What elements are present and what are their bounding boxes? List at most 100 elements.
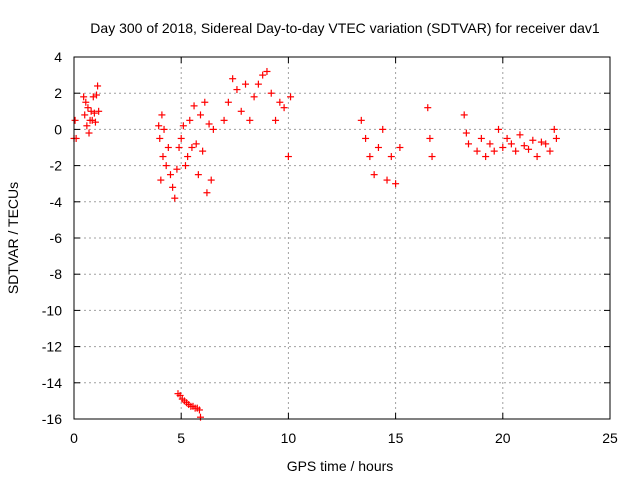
data-point — [529, 136, 537, 144]
data-point — [84, 104, 92, 112]
data-point — [512, 147, 520, 155]
y-tick-label: -16 — [42, 411, 62, 427]
data-point — [157, 176, 165, 184]
data-point — [520, 142, 528, 150]
data-point — [164, 144, 172, 151]
data-point — [533, 153, 541, 161]
data-point — [259, 71, 267, 79]
y-tick-label: -10 — [42, 302, 62, 318]
data-point — [175, 144, 183, 151]
data-point — [287, 93, 295, 101]
data-point — [162, 162, 170, 170]
data-point — [525, 145, 533, 153]
data-point — [490, 147, 498, 155]
data-point — [464, 140, 472, 148]
data-point — [207, 176, 215, 184]
data-point — [177, 134, 185, 142]
data-point — [280, 104, 288, 112]
data-point — [224, 98, 232, 106]
data-point — [276, 98, 284, 106]
data-point — [90, 109, 98, 117]
data-point — [176, 391, 184, 399]
x-tick-label: 25 — [602, 430, 618, 446]
y-tick-labels: 4 2 0 -2 -4 -6 -8 -10 -12 -14 -16 — [42, 49, 62, 427]
data-point — [184, 153, 192, 161]
x-tick-label: 0 — [70, 430, 78, 446]
data-point — [473, 147, 481, 155]
x-tick-label: 20 — [495, 430, 511, 446]
data-point — [160, 125, 168, 133]
data-point — [95, 107, 103, 115]
data-point — [156, 134, 164, 142]
y-tick-label: -6 — [50, 230, 63, 246]
data-point — [71, 116, 79, 124]
data-point — [192, 140, 200, 148]
data-point — [196, 111, 204, 119]
y-tick-label: 4 — [54, 49, 62, 65]
y-axis-label: SDTVAR / TECUs — [5, 182, 21, 294]
data-point — [374, 144, 382, 151]
data-point — [87, 107, 95, 115]
data-point — [91, 118, 99, 126]
data-point — [186, 116, 194, 124]
data-point — [462, 129, 470, 137]
data-point — [503, 134, 511, 142]
data-point — [250, 93, 258, 101]
data-point — [486, 140, 494, 148]
data-point — [392, 180, 400, 188]
x-tick-label: 5 — [177, 430, 185, 446]
x-tick-labels: 0 5 10 15 20 25 — [70, 430, 618, 446]
data-point — [426, 134, 434, 142]
data-point — [158, 111, 166, 119]
y-tick-label: -12 — [42, 339, 62, 355]
data-point — [379, 125, 387, 133]
data-point — [246, 116, 254, 124]
data-point — [552, 134, 560, 142]
y-tick-label: -14 — [42, 375, 62, 391]
data-point — [495, 125, 503, 133]
y-tick-label: -4 — [50, 194, 63, 210]
data-point — [499, 144, 507, 151]
data-point — [169, 183, 177, 191]
data-point — [229, 75, 237, 83]
data-point — [82, 98, 90, 106]
y-tick-label: 2 — [54, 85, 62, 101]
data-point — [507, 140, 515, 148]
data-point — [179, 122, 187, 130]
data-point — [428, 153, 436, 161]
data-point — [460, 111, 468, 119]
data-point — [233, 86, 241, 94]
data-point — [80, 93, 88, 101]
data-point — [396, 144, 404, 151]
data-point — [542, 140, 550, 148]
plot-frame — [73, 56, 611, 420]
y-tick-label: -8 — [50, 266, 63, 282]
data-point — [482, 153, 490, 161]
data-point — [366, 153, 374, 161]
data-point — [201, 98, 209, 106]
data-point — [194, 171, 202, 179]
data-point — [267, 89, 275, 97]
data-point — [171, 194, 179, 202]
data-point — [357, 116, 365, 124]
data-point — [242, 80, 250, 88]
data-point — [190, 102, 198, 110]
data-point — [477, 134, 485, 142]
data-point — [83, 122, 91, 130]
data-point — [263, 67, 271, 75]
data-point — [94, 82, 102, 90]
data-point — [387, 153, 395, 161]
ticks — [73, 56, 611, 420]
data-point — [284, 153, 292, 161]
data-point — [81, 111, 89, 119]
data-point — [93, 91, 101, 99]
data-point — [237, 107, 245, 115]
data-point — [370, 171, 378, 179]
data-point — [173, 165, 181, 173]
data-point — [546, 147, 554, 155]
data-point — [424, 104, 432, 112]
data-point — [196, 413, 204, 421]
data-point — [159, 153, 167, 161]
data-point — [254, 80, 262, 88]
